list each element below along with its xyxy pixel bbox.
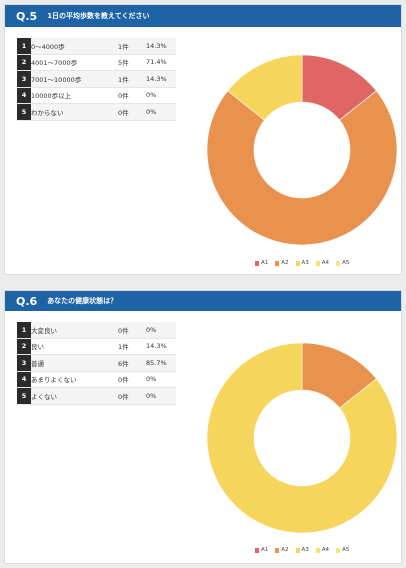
donut-chart <box>206 342 398 534</box>
legend-label: A3 <box>301 547 309 553</box>
legend-label: A1 <box>261 547 269 553</box>
answer-count: 0件 <box>118 387 146 405</box>
row-index: 5 <box>17 103 31 121</box>
legend-item: A1 <box>255 547 268 553</box>
answer-count: 1件 <box>118 338 146 355</box>
legend-swatch <box>315 260 320 266</box>
table-row: 3 普通 6件 85.7% <box>17 354 176 372</box>
answer-table: 1 0〜4000歩 1件 14.3% 2 4001〜7000歩 5件 71.4%… <box>17 38 176 121</box>
answer-label: わからない <box>31 103 118 121</box>
legend-label: A2 <box>281 547 289 553</box>
question-header: Q.6 あなたの健康状態は？ <box>5 291 401 311</box>
table-row: 1 0〜4000歩 1件 14.3% <box>17 38 176 55</box>
legend-item: A3 <box>295 547 309 553</box>
donut-slice-a3 <box>206 342 398 534</box>
legend-item: A2 <box>275 260 289 266</box>
answer-count: 0件 <box>118 322 146 339</box>
question-title: あなたの健康状態は？ <box>47 297 118 305</box>
legend-swatch <box>275 547 280 553</box>
row-index: 3 <box>17 354 31 372</box>
legend-label: A4 <box>321 547 330 553</box>
legend-swatch <box>315 547 320 553</box>
legend-item: A5 <box>336 260 349 266</box>
chart-legend: A1 A2 A3 A4 A5 <box>255 547 349 553</box>
answer-percent: 0% <box>146 371 176 388</box>
answer-percent: 14.3% <box>146 38 176 55</box>
donut-slice-a3 <box>227 54 303 121</box>
answer-count: 1件 <box>118 38 146 55</box>
donut-chart <box>206 54 398 246</box>
answer-label: 大変良い <box>31 322 118 339</box>
legend-label: A1 <box>261 260 269 266</box>
answer-count: 0件 <box>118 371 146 388</box>
table-row: 3 7001〜10000歩 1件 14.3% <box>17 70 176 88</box>
answer-percent: 71.4% <box>146 54 176 71</box>
answer-label: 普通 <box>31 354 118 372</box>
answer-label: 良い <box>31 338 118 355</box>
table-row: 1 大変良い 0件 0% <box>17 322 176 339</box>
legend-item: A3 <box>295 260 309 266</box>
row-index: 5 <box>17 387 31 405</box>
legend-label: A3 <box>301 260 309 266</box>
row-index: 2 <box>17 54 31 71</box>
legend-swatch <box>275 260 280 266</box>
legend-swatch <box>336 260 341 266</box>
legend-swatch <box>295 260 300 266</box>
donut-slice-a2 <box>206 90 398 246</box>
row-index: 3 <box>17 70 31 88</box>
legend-swatch <box>255 547 259 553</box>
legend-swatch <box>295 547 300 553</box>
question-card-q6: Q.6 あなたの健康状態は？ 1 大変良い 0件 0% 2 良い 1件 14.3… <box>4 290 402 564</box>
answer-count: 5件 <box>118 54 146 71</box>
answer-label: 10000歩以上 <box>31 87 118 104</box>
legend-item: A4 <box>315 260 330 266</box>
question-header: Q.5 1日の平均歩数を教えてください <box>5 5 401 27</box>
answer-count: 6件 <box>118 354 146 372</box>
legend-item: A1 <box>255 260 268 266</box>
answer-percent: 0% <box>146 87 176 104</box>
question-number: Q.5 <box>16 9 38 23</box>
answer-count: 1件 <box>118 70 146 88</box>
table-row: 5 よくない 0件 0% <box>17 387 176 405</box>
answer-label: よくない <box>31 387 118 405</box>
row-index: 2 <box>17 338 31 355</box>
answer-label: 7001〜10000歩 <box>31 70 118 88</box>
answer-count: 0件 <box>118 87 146 104</box>
answer-label: 0〜4000歩 <box>31 38 118 55</box>
legend-label: A5 <box>342 260 350 266</box>
chart-legend: A1 A2 A3 A4 A5 <box>255 260 349 266</box>
table-row: 2 良い 1件 14.3% <box>17 338 176 355</box>
answer-percent: 14.3% <box>146 70 176 88</box>
row-index: 1 <box>17 322 31 339</box>
table-row: 4 あまりよくない 0件 0% <box>17 371 176 388</box>
table-row: 4 10000歩以上 0件 0% <box>17 87 176 104</box>
answer-count: 0件 <box>118 103 146 121</box>
row-index: 1 <box>17 38 31 55</box>
legend-label: A5 <box>342 547 350 553</box>
answer-percent: 0% <box>146 322 176 339</box>
answer-percent: 0% <box>146 387 176 405</box>
answer-label: あまりよくない <box>31 371 118 388</box>
answer-percent: 14.3% <box>146 338 176 355</box>
answer-label: 4001〜7000歩 <box>31 54 118 71</box>
legend-item: A4 <box>315 547 330 553</box>
legend-swatch <box>255 260 259 266</box>
legend-label: A4 <box>321 260 330 266</box>
table-row: 2 4001〜7000歩 5件 71.4% <box>17 54 176 71</box>
question-card-q5: Q.5 1日の平均歩数を教えてください 1 0〜4000歩 1件 14.3% 2… <box>4 4 402 275</box>
legend-swatch <box>336 547 341 553</box>
table-row: 5 わからない 0件 0% <box>17 103 176 121</box>
question-title: 1日の平均歩数を教えてください <box>47 12 150 20</box>
legend-item: A2 <box>275 547 289 553</box>
answer-percent: 0% <box>146 103 176 121</box>
answer-percent: 85.7% <box>146 354 176 372</box>
legend-item: A5 <box>336 547 349 553</box>
legend-label: A2 <box>281 260 289 266</box>
row-index: 4 <box>17 87 31 104</box>
row-index: 4 <box>17 371 31 388</box>
question-number: Q.6 <box>16 294 38 308</box>
answer-table: 1 大変良い 0件 0% 2 良い 1件 14.3% 3 普通 6件 85.7%… <box>17 322 176 405</box>
